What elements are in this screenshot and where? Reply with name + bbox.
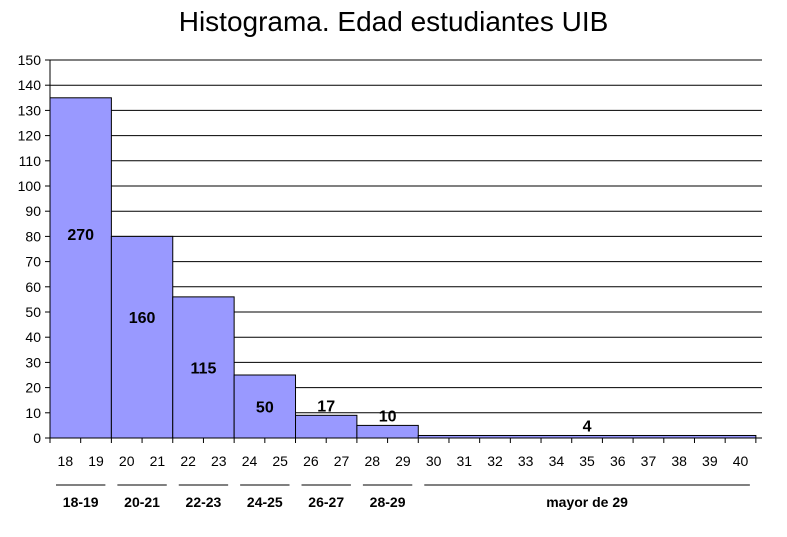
- x-tick-label: 28: [364, 453, 380, 469]
- x-tick-label: 18: [58, 453, 74, 469]
- x-tick-label: 40: [733, 453, 749, 469]
- x-tick-label: 22: [180, 453, 196, 469]
- y-tick-label: 20: [25, 380, 41, 396]
- y-tick-label: 0: [33, 430, 41, 446]
- y-tick-label: 90: [25, 203, 41, 219]
- histogram-bar: [172, 296, 235, 439]
- group-label: 20-21: [124, 494, 160, 510]
- y-tick-label: 100: [18, 178, 42, 194]
- data-labels: 270 160 115 50 17 10 4: [67, 227, 591, 436]
- group-label: 24-25: [247, 494, 283, 510]
- data-label: 17: [317, 398, 335, 415]
- bars: [49, 97, 757, 439]
- x-tick-label: 25: [272, 453, 288, 469]
- data-label: 4: [583, 418, 592, 435]
- x-tick-label: 21: [150, 453, 166, 469]
- x-tick-label: 24: [242, 453, 258, 469]
- group-label: 22-23: [186, 494, 222, 510]
- y-tick-label: 30: [25, 354, 41, 370]
- histogram-bar: [49, 97, 112, 439]
- histogram-bar: [417, 434, 757, 439]
- histogram-bar: [233, 374, 297, 439]
- y-tick-label: 140: [18, 77, 42, 93]
- histogram-bar: [110, 235, 174, 439]
- y-tick-label: 80: [25, 228, 41, 244]
- group-labels: 18-19 20-21 22-23 24-25 26-27 28-29 mayor de 2…: [56, 484, 750, 510]
- histogram-bar: [295, 414, 358, 439]
- group-label: 26-27: [308, 494, 344, 510]
- y-tick-label: 110: [19, 153, 42, 169]
- data-label: 50: [256, 400, 274, 417]
- x-tick-label: 39: [702, 453, 718, 469]
- x-tick-label: 34: [549, 453, 565, 469]
- group-label: mayor de 29: [546, 494, 628, 510]
- y-tick-label: 130: [18, 102, 42, 118]
- histogram-bar: [356, 424, 419, 439]
- data-label: 10: [379, 408, 397, 425]
- x-tick-label: 23: [211, 453, 227, 469]
- y-tick-label: 40: [25, 329, 41, 345]
- y-tick-label: 50: [25, 304, 41, 320]
- x-tick-label: 35: [579, 453, 595, 469]
- x-tick-label: 19: [88, 453, 104, 469]
- x-axis-ticks: 18 19 20 21 22 23 24 25 26 27 28 29 30 31 32 33 34 35 36 37…: [49, 438, 757, 469]
- x-tick-label: 31: [457, 453, 473, 469]
- chart-title: Histograma. Edad estudiantes UIB: [178, 6, 609, 37]
- y-tick-label: 60: [25, 279, 41, 295]
- x-tick-label: 38: [671, 453, 687, 469]
- x-tick-label: 27: [334, 453, 350, 469]
- x-tick-label: 32: [487, 453, 503, 469]
- group-label: 28-29: [370, 494, 406, 510]
- y-tick-label: 70: [25, 254, 41, 270]
- data-label: 270: [67, 227, 94, 244]
- y-tick-label: 150: [18, 52, 42, 68]
- y-tick-label: 10: [25, 405, 41, 421]
- x-tick-label: 30: [426, 453, 442, 469]
- x-tick-label: 36: [610, 453, 626, 469]
- x-tick-label: 20: [119, 453, 135, 469]
- y-tick-label: 120: [18, 128, 42, 144]
- x-tick-label: 33: [518, 453, 534, 469]
- x-tick-label: 26: [303, 453, 319, 469]
- data-label: 160: [129, 310, 156, 327]
- data-label: 115: [191, 360, 217, 377]
- group-label: 18-19: [63, 494, 99, 510]
- x-tick-label: 37: [641, 453, 657, 469]
- x-tick-label: 29: [395, 453, 411, 469]
